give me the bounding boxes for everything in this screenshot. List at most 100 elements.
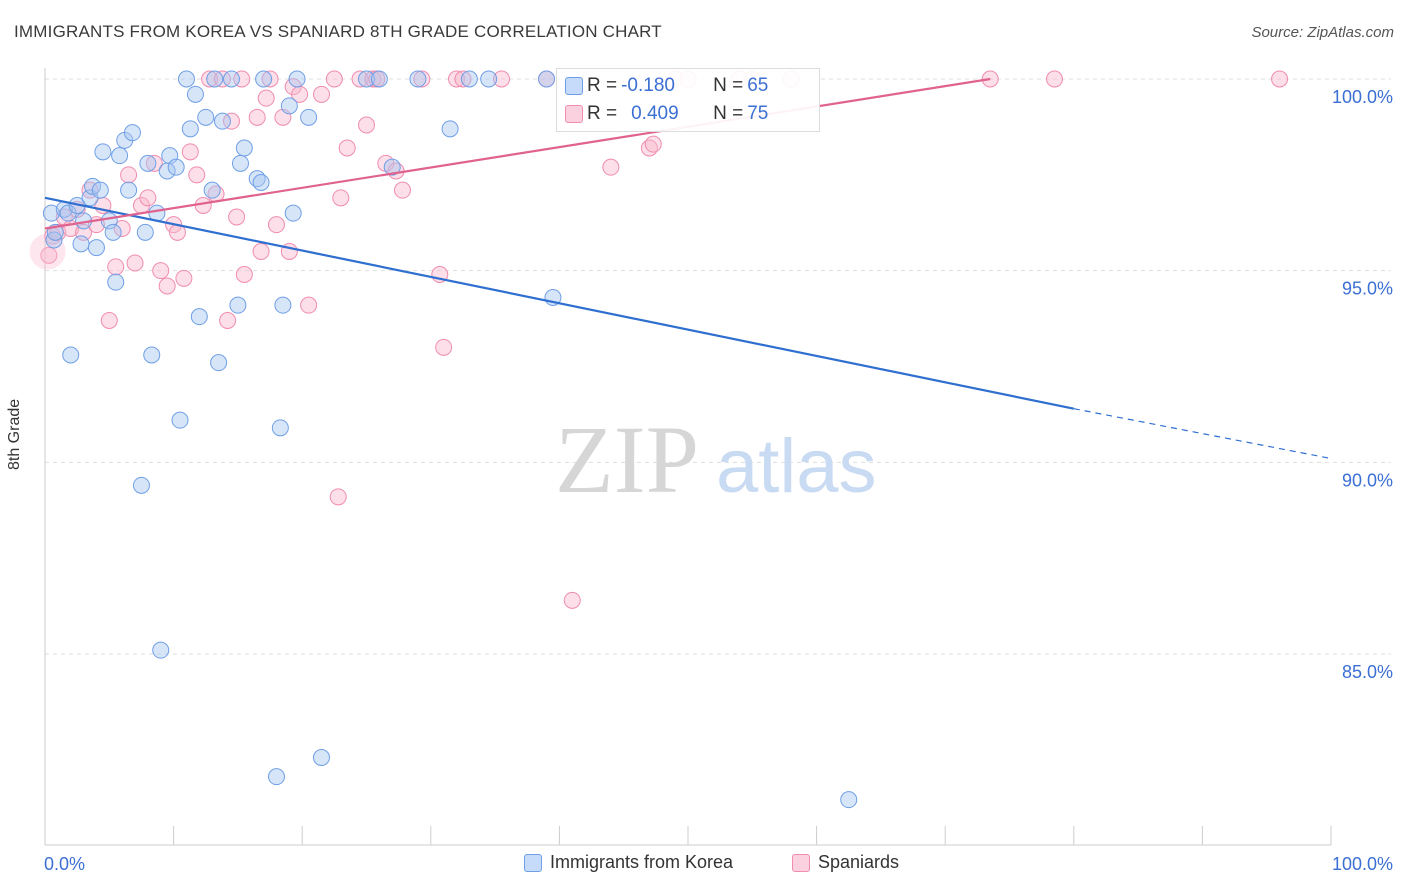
y-tick-label: 85.0%	[1342, 662, 1393, 682]
korea-point	[171, 411, 189, 429]
stats-n-label: N =	[713, 75, 744, 96]
korea-point	[136, 223, 154, 241]
legend-item-spaniards[interactable]: Spaniards	[792, 852, 899, 873]
korea-point	[91, 181, 109, 199]
legend-label-spaniards: Spaniards	[818, 852, 900, 872]
spaniards-trend-line	[44, 77, 991, 230]
y-tick-label: 100.0%	[1332, 87, 1393, 107]
spaniards-point	[563, 591, 581, 609]
korea-points	[42, 70, 858, 809]
korea-point	[312, 749, 330, 766]
korea-point	[358, 70, 375, 88]
spaniards-point	[312, 85, 330, 103]
korea-point	[231, 154, 249, 172]
spaniards-point	[644, 135, 662, 153]
spaniards-point	[40, 246, 58, 264]
korea-point	[409, 70, 427, 88]
x-tick-label: 100.0%	[1332, 854, 1393, 874]
korea-point	[197, 108, 215, 126]
spaniards-point	[228, 208, 246, 226]
korea-point	[210, 354, 228, 372]
y-tick-label: 95.0%	[1342, 279, 1393, 299]
korea-point	[190, 308, 208, 326]
tick-labels: 85.0% 90.0% 95.0% 100.0% 0.0% 100.0%	[44, 87, 1393, 874]
spaniards-point	[358, 116, 375, 134]
korea-point	[255, 70, 273, 88]
stats-n-spaniards: 75	[747, 103, 769, 124]
korea-point	[288, 70, 306, 88]
spaniards-point	[222, 112, 240, 130]
korea-point	[72, 235, 90, 253]
spaniards-point	[107, 258, 125, 276]
spaniards-point	[435, 338, 453, 356]
korea-point	[123, 124, 141, 142]
stats-swatch-korea	[565, 77, 583, 95]
korea-point	[167, 158, 185, 176]
spaniards-points	[29, 70, 1289, 609]
korea-point	[280, 97, 298, 115]
spaniards-point	[332, 189, 350, 207]
chart-title: IMMIGRANTS FROM KOREA VS SPANIARD 8TH GR…	[14, 22, 662, 41]
spaniards-point	[252, 243, 270, 260]
stats-r-label: R =	[587, 75, 618, 96]
stats-r-korea: -0.180	[621, 75, 675, 96]
korea-point	[213, 112, 231, 130]
spaniards-point	[261, 70, 279, 88]
korea-point	[152, 641, 170, 659]
korea-point	[94, 143, 112, 161]
stats-r-spaniards: 0.409	[631, 103, 679, 124]
axes	[44, 68, 1332, 846]
korea-point	[284, 204, 302, 222]
korea-point	[252, 174, 270, 191]
spaniards-point	[267, 216, 285, 234]
spaniards-point	[493, 70, 511, 88]
korea-point	[370, 70, 388, 88]
spaniards-point	[145, 154, 163, 172]
stats-row-korea: R = -0.180 N = 65	[565, 75, 768, 97]
korea-trend-extension	[1073, 408, 1332, 460]
chart-source: Source: ZipAtlas.com	[1251, 24, 1394, 41]
spaniards-point	[248, 108, 266, 126]
korea-point	[267, 768, 285, 786]
korea-point	[177, 70, 195, 88]
korea-point	[42, 204, 60, 222]
legend-item-korea[interactable]: Immigrants from Korea	[524, 852, 733, 873]
korea-point	[132, 476, 150, 494]
korea-point	[111, 147, 129, 165]
korea-point	[84, 177, 102, 195]
spaniards-point	[602, 158, 620, 176]
spaniards-point	[454, 70, 472, 88]
korea-point	[480, 70, 498, 88]
korea-point	[300, 108, 318, 126]
spaniards-point	[181, 143, 199, 161]
korea-point	[203, 181, 221, 199]
spaniards-point	[120, 166, 138, 184]
korea-point	[538, 70, 556, 88]
korea-point	[104, 223, 122, 241]
watermark: ZIP atlas	[555, 406, 877, 513]
spaniards-point	[257, 89, 275, 107]
spaniards-point-cluster	[29, 233, 66, 270]
stats-n-label: N =	[713, 103, 744, 124]
spaniards-point	[329, 488, 347, 506]
spaniards-point	[448, 70, 466, 88]
korea-point	[186, 85, 204, 103]
korea-point	[87, 239, 105, 257]
spaniards-point	[201, 70, 219, 88]
korea-point	[62, 346, 80, 364]
watermark-zip: ZIP	[555, 406, 699, 513]
spaniards-point	[394, 181, 412, 199]
y-tick-label: 90.0%	[1342, 470, 1393, 490]
trend-lines	[44, 77, 1332, 460]
legend-swatch-spaniards	[792, 853, 810, 872]
spaniards-point	[235, 266, 253, 283]
spaniards-point	[325, 70, 343, 88]
korea-point	[840, 791, 858, 809]
spaniards-point	[188, 166, 206, 184]
korea-point	[229, 296, 247, 314]
legend-swatch-korea	[524, 853, 542, 872]
stats-box: R = -0.180 N = 65 R = 0.409 N = 75	[556, 68, 820, 132]
korea-point	[181, 120, 199, 138]
korea-point	[235, 139, 253, 157]
